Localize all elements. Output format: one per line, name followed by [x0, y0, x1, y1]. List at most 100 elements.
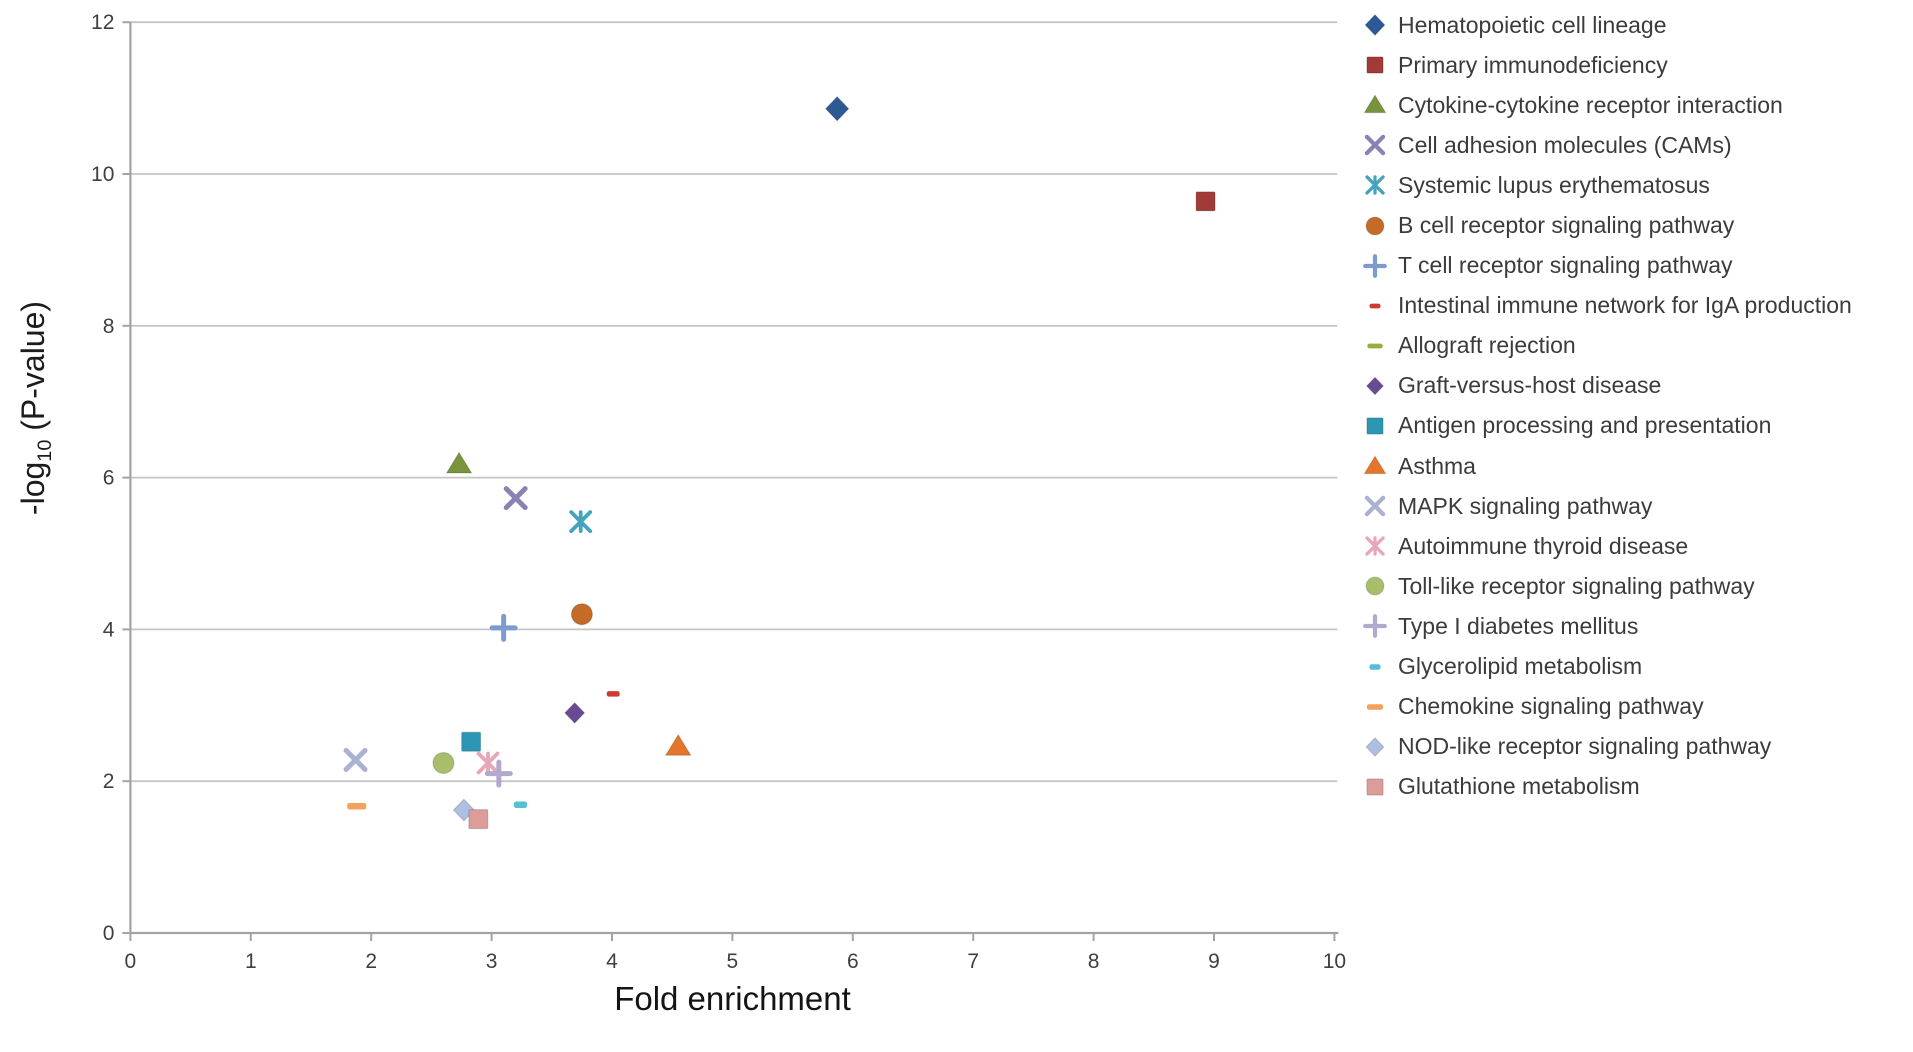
legend-item-nod-like-receptor-signaling-pathway: NOD-like receptor signaling pathway: [1360, 727, 1852, 767]
dash-marker-shape: [1366, 703, 1384, 710]
x-tick-label-5: 5: [727, 950, 739, 973]
x-tick-label-7: 7: [967, 950, 979, 973]
dash-marker-shape: [1369, 663, 1381, 670]
square-marker-shape: [1366, 56, 1384, 74]
y-tick-label-12: 12: [91, 11, 114, 34]
x-tick-label-3: 3: [486, 950, 498, 973]
plus-marker-icon: [1363, 253, 1387, 278]
x-tick-label-4: 4: [606, 950, 618, 973]
point-hematopoietic-cell-lineage: [824, 95, 850, 122]
asterisk-marker-shape: [1365, 536, 1385, 556]
point-intestinal-immune-network-for-iga-production: [606, 691, 620, 697]
legend-label: Allograft rejection: [1398, 332, 1576, 359]
legend-item-type-i-diabetes-mellitus: Type I diabetes mellitus: [1360, 606, 1852, 646]
legend-item-intestinal-immune-network-for-iga-production: Intestinal immune network for IgA produc…: [1360, 286, 1852, 326]
circle-marker-shape: [1365, 215, 1385, 236]
x-tick-label-9: 9: [1208, 950, 1220, 973]
legend-item-mapk-signaling-pathway: MAPK signaling pathway: [1360, 486, 1852, 526]
legend-item-hematopoietic-cell-lineage: Hematopoietic cell lineage: [1360, 5, 1852, 45]
square-marker-icon: [1366, 417, 1384, 435]
legend-item-autoimmune-thyroid-disease: Autoimmune thyroid disease: [1360, 526, 1852, 566]
point-nod-like-receptor-signaling-pathway: [452, 798, 476, 822]
point-glutathione-metabolism: [468, 809, 489, 830]
point-asthma: [664, 733, 692, 756]
circle-marker-shape: [432, 751, 455, 775]
x-marker-icon: [1364, 135, 1386, 156]
legend-item-glycerolipid-metabolism: Glycerolipid metabolism: [1360, 647, 1852, 687]
plus-marker-shape: [489, 613, 518, 642]
point-toll-like-receptor-signaling-pathway: [432, 751, 455, 775]
diamond-marker-icon: [1365, 736, 1385, 757]
point-primary-immunodeficiency: [1195, 191, 1216, 212]
triangle-marker-shape: [1363, 455, 1387, 475]
legend-label: Primary immunodeficiency: [1398, 51, 1668, 78]
square-marker-shape: [461, 731, 482, 752]
chart-legend: Hematopoietic cell lineage Primary immuno…: [1360, 5, 1852, 807]
asterisk-marker-shape: [476, 751, 500, 775]
triangle-marker-icon: [1363, 455, 1387, 475]
y-tick-label-2: 2: [103, 770, 115, 793]
y-tick-label-6: 6: [103, 467, 115, 490]
x-tick-label-10: 10: [1323, 950, 1346, 973]
dash-marker-shape: [1369, 303, 1381, 309]
legend-item-chemokine-signaling-pathway: Chemokine signaling pathway: [1360, 687, 1852, 727]
legend-label: Cytokine-cytokine receptor interaction: [1398, 91, 1783, 118]
legend-label: Glycerolipid metabolism: [1398, 653, 1643, 680]
diamond-marker-icon: [1364, 13, 1386, 37]
legend-item-cell-adhesion-molecules-cams: Cell adhesion molecules (CAMs): [1360, 125, 1852, 165]
square-marker-shape: [1195, 191, 1216, 212]
triangle-marker-shape: [445, 451, 473, 474]
plus-marker-shape: [1363, 614, 1387, 639]
legend-item-glutathione-metabolism: Glutathione metabolism: [1360, 767, 1852, 807]
x-tick-label-2: 2: [365, 950, 377, 973]
y-axis-title: -log10 (P-value): [15, 301, 57, 515]
x-tick-label-6: 6: [847, 950, 859, 973]
legend-label: Asthma: [1398, 452, 1476, 479]
asterisk-marker-icon: [1365, 175, 1385, 196]
y-tick-label-4: 4: [103, 618, 115, 641]
point-graft-versus-host-disease: [564, 701, 586, 724]
legend-label: Graft-versus-host disease: [1398, 372, 1662, 399]
square-marker-shape: [1366, 417, 1384, 435]
y-axis-title-suffix: (P-value): [14, 300, 51, 440]
legend-item-systemic-lupus-erythematosus: Systemic lupus erythematosus: [1360, 165, 1852, 205]
legend-item-t-cell-receptor-signaling-pathway: T cell receptor signaling pathway: [1360, 246, 1852, 286]
diamond-marker-shape: [1364, 13, 1386, 37]
y-tick-label-8: 8: [103, 315, 115, 338]
point-systemic-lupus-erythematosus: [569, 510, 593, 534]
diamond-marker-shape: [1365, 376, 1385, 396]
legend-item-toll-like-receptor-signaling-pathway: Toll-like receptor signaling pathway: [1360, 566, 1852, 606]
dash-marker-shape: [513, 801, 527, 808]
legend-label: Toll-like receptor signaling pathway: [1398, 572, 1755, 599]
triangle-marker-shape: [664, 733, 692, 756]
dash-marker-shape: [347, 802, 367, 810]
x-marker-shape: [1364, 135, 1386, 156]
diamond-marker-shape: [1365, 736, 1385, 757]
diamond-marker-shape: [452, 798, 476, 822]
x-marker-shape: [343, 747, 368, 772]
point-type-i-diabetes-mellitus: [484, 759, 513, 788]
asterisk-marker-shape: [1365, 175, 1385, 196]
triangle-marker-shape: [1363, 94, 1387, 114]
y-tick-label-10: 10: [91, 163, 114, 186]
square-marker-icon: [1366, 778, 1384, 796]
dash-marker-icon: [1367, 343, 1383, 349]
asterisk-marker-icon: [1365, 536, 1385, 556]
point-b-cell-receptor-signaling-pathway: [570, 603, 594, 626]
square-marker-shape: [1366, 778, 1384, 796]
x-marker-shape: [1364, 495, 1386, 517]
circle-marker-shape: [570, 603, 594, 626]
legend-item-asthma: Asthma: [1360, 446, 1852, 486]
point-cytokine-cytokine-receptor-interaction: [445, 451, 473, 474]
point-t-cell-receptor-signaling-pathway: [489, 613, 518, 642]
legend-label: Hematopoietic cell lineage: [1398, 11, 1667, 38]
circle-marker-icon: [1365, 215, 1385, 236]
legend-item-b-cell-receptor-signaling-pathway: B cell receptor signaling pathway: [1360, 205, 1852, 245]
legend-label: T cell receptor signaling pathway: [1398, 252, 1733, 279]
x-marker-shape: [503, 486, 528, 511]
x-marker-icon: [1364, 495, 1386, 517]
legend-label: B cell receptor signaling pathway: [1398, 212, 1735, 239]
plus-marker-shape: [1363, 253, 1387, 278]
